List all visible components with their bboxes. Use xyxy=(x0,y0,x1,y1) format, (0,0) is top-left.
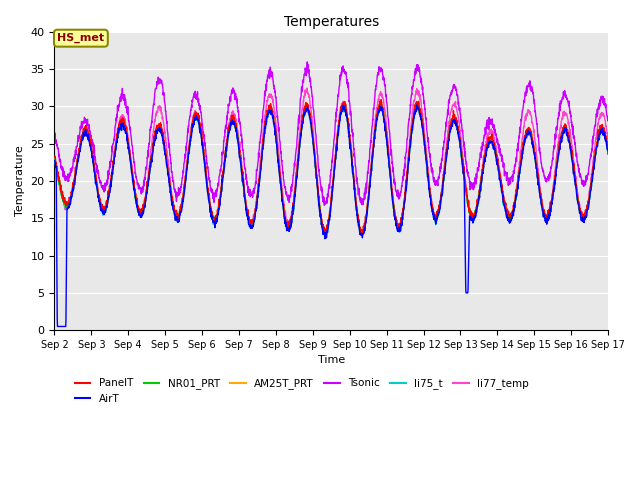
X-axis label: Time: Time xyxy=(317,356,345,365)
Y-axis label: Temperature: Temperature xyxy=(15,145,25,216)
Legend: PanelT, AirT, NR01_PRT, AM25T_PRT, Tsonic, li75_t, li77_temp: PanelT, AirT, NR01_PRT, AM25T_PRT, Tsoni… xyxy=(70,374,533,408)
Text: HS_met: HS_met xyxy=(58,33,104,43)
Title: Temperatures: Temperatures xyxy=(284,15,379,29)
